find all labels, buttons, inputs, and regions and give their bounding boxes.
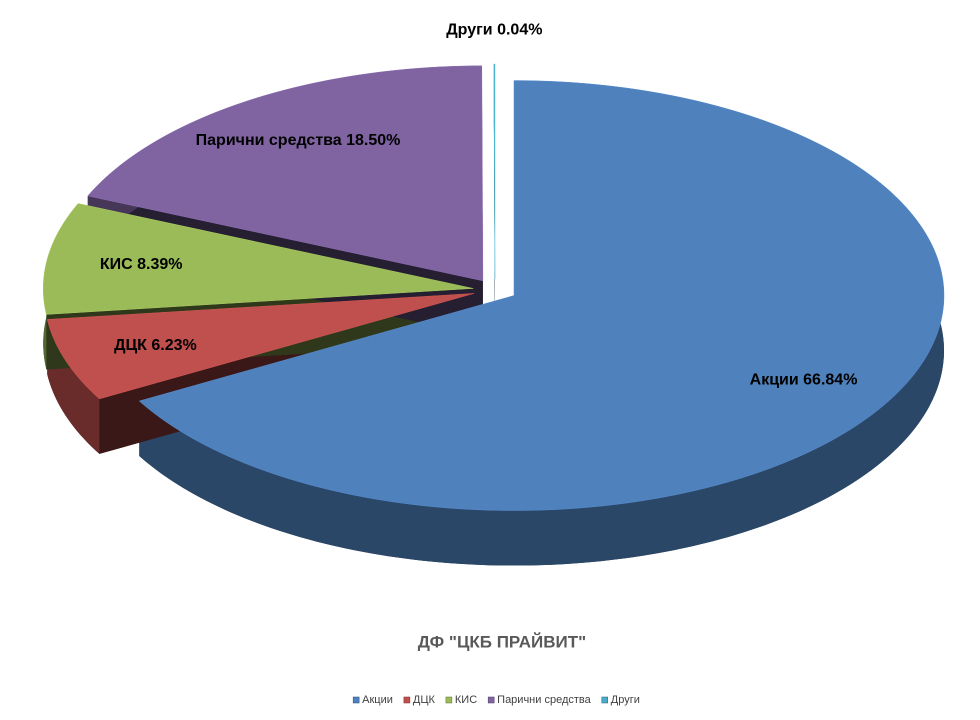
data-label: Парични средства 18.50% (196, 132, 401, 149)
legend-swatch (403, 696, 411, 704)
legend-swatch (445, 696, 453, 704)
legend: Акции ДЦК КИС Парични средства Други (352, 694, 640, 706)
pie-tops (42, 63, 945, 511)
legend-label: ДЦК (413, 694, 436, 706)
data-labels: Акции 66.84% ДЦК 6.23% КИС 8.39% Парични ср… (100, 21, 858, 388)
pie-slice (46, 293, 475, 400)
legend-label: Акции (362, 694, 393, 706)
data-label: Други 0.04% (446, 21, 542, 38)
legend-swatch (487, 696, 495, 704)
pie-slice (87, 65, 484, 282)
legend-label: Други (611, 694, 640, 706)
data-label: Акции 66.84% (750, 371, 858, 388)
pie-slice (138, 80, 945, 511)
data-label: КИС 8.39% (100, 256, 183, 273)
data-label: ДЦК 6.23% (114, 337, 197, 354)
pie-slice (493, 63, 496, 280)
chart-title: ДФ "ЦКБ ПРАЙВИТ" (418, 632, 586, 651)
pie-slice (42, 203, 474, 315)
legend-label: КИС (455, 694, 477, 706)
legend-label: Парични средства (497, 694, 591, 706)
legend-swatch (601, 696, 608, 704)
legend-swatch (352, 696, 360, 704)
